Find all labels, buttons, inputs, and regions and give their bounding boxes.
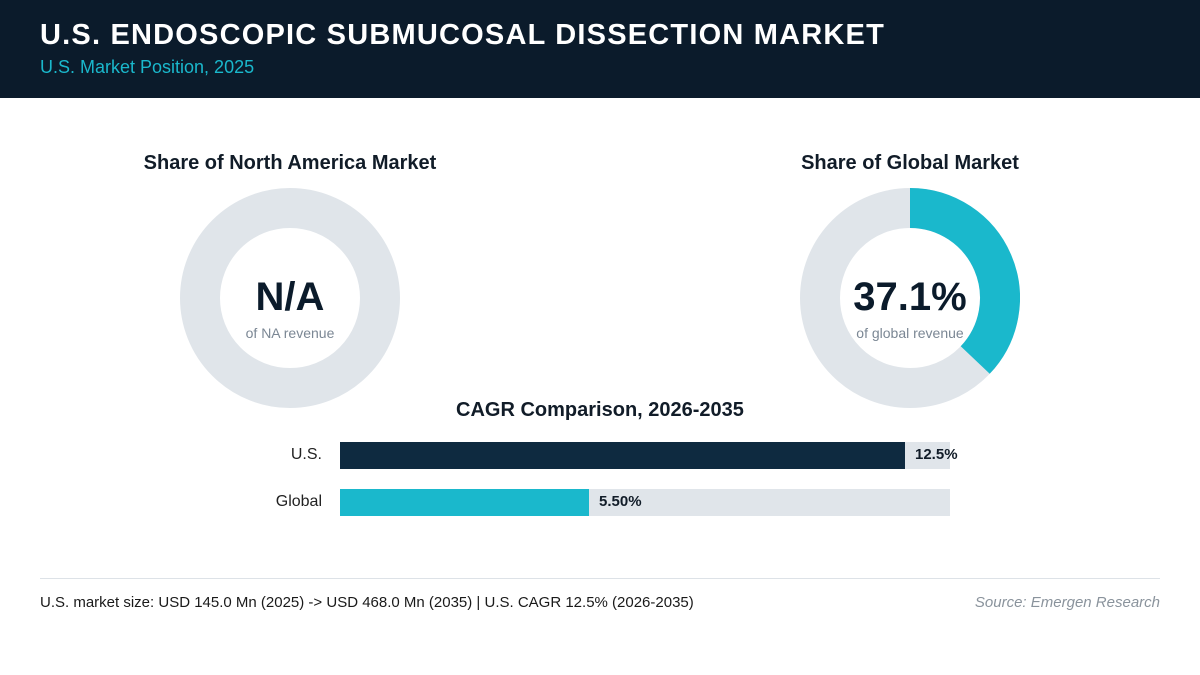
bar-track-us: 12.5%: [340, 442, 958, 469]
global-donut-slice: [909, 188, 1020, 374]
na-donut-caption: of NA revenue: [245, 325, 335, 341]
bar-label-global: Global: [275, 493, 322, 510]
na-donut-chart: [180, 188, 400, 408]
footer-summary: U.S. market size: USD 145.0 Mn (2025) ->…: [40, 594, 694, 611]
cagr-chart-title: CAGR Comparison, 2026-2035: [456, 399, 744, 421]
na-donut-value: N/A: [255, 275, 325, 319]
bar-value-us: 12.5%: [915, 446, 958, 463]
page-title: U.S. ENDOSCOPIC SUBMUCOSAL DISSECTION MA…: [40, 19, 885, 51]
na-donut-title: Share of North America Market: [143, 152, 437, 174]
bar-global: [340, 489, 589, 516]
header-banner: U.S. ENDOSCOPIC SUBMUCOSAL DISSECTION MA…: [0, 0, 1200, 98]
global-donut-caption: of global revenue: [856, 325, 964, 341]
global-donut-chart: [800, 188, 1020, 408]
global-donut-value: 37.1%: [853, 275, 967, 319]
bar-us: [340, 442, 905, 469]
footer-divider: [40, 578, 1160, 579]
global-donut-title: Share of Global Market: [801, 152, 1019, 174]
page-subtitle: U.S. Market Position, 2025: [40, 57, 255, 77]
bar-track-global: 5.50%: [340, 489, 950, 516]
bar-label-us: U.S.: [290, 446, 322, 463]
na-donut-track: [180, 188, 400, 408]
footer-source: Source: Emergen Research: [974, 594, 1160, 611]
bar-value-global: 5.50%: [599, 493, 642, 510]
